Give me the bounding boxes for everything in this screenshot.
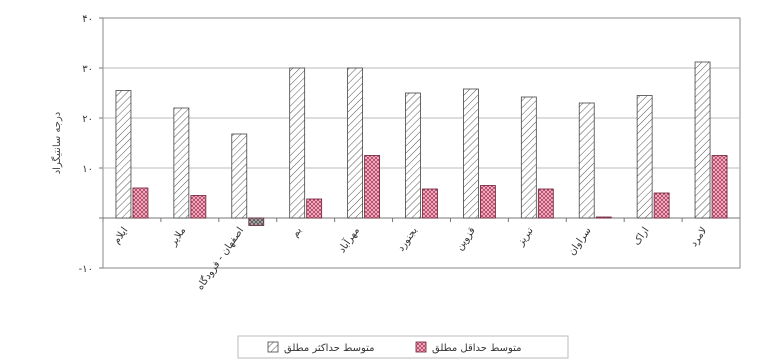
legend-swatch [415, 341, 427, 353]
bar-max [636, 95, 653, 219]
bar-min [595, 216, 612, 219]
bar-max [578, 102, 595, 219]
bar-max [231, 133, 248, 219]
bar-max [347, 67, 363, 219]
y-tick-label: ۳۰ [82, 64, 93, 75]
legend-label: متوسط حداکثر مطلق [284, 343, 374, 354]
bar-max [405, 92, 421, 219]
y-tick-label: -۱۰ [79, 264, 93, 275]
bar-max [520, 96, 537, 219]
bar-min [480, 185, 496, 219]
bar-max [289, 67, 306, 219]
bar-min [422, 188, 438, 219]
bar-min [364, 155, 380, 219]
y-axis-title: درجه سانتیگراد [51, 112, 63, 175]
y-tick-label: ۲۰ [82, 114, 93, 125]
bar-max [694, 61, 711, 219]
bar-max [463, 88, 479, 219]
bar-min [306, 198, 323, 219]
bar-min [132, 187, 149, 219]
bar-min [190, 195, 207, 219]
legend-box [237, 335, 569, 359]
bar-min [537, 188, 554, 219]
bar-max [115, 90, 132, 219]
plot-frame [102, 17, 741, 269]
bar-min [653, 192, 670, 219]
legend: متوسط حداکثر مطلق متوسط حداقل مطلق [237, 335, 569, 359]
y-tick-label: ۴۰ [82, 14, 93, 25]
bar-min [711, 155, 728, 219]
legend-swatch [267, 341, 279, 353]
y-tick-label: ۱۰ [82, 164, 93, 175]
bar-min [248, 217, 265, 226]
bar-max [173, 107, 190, 219]
legend-label: متوسط حداقل مطلق [432, 343, 522, 354]
